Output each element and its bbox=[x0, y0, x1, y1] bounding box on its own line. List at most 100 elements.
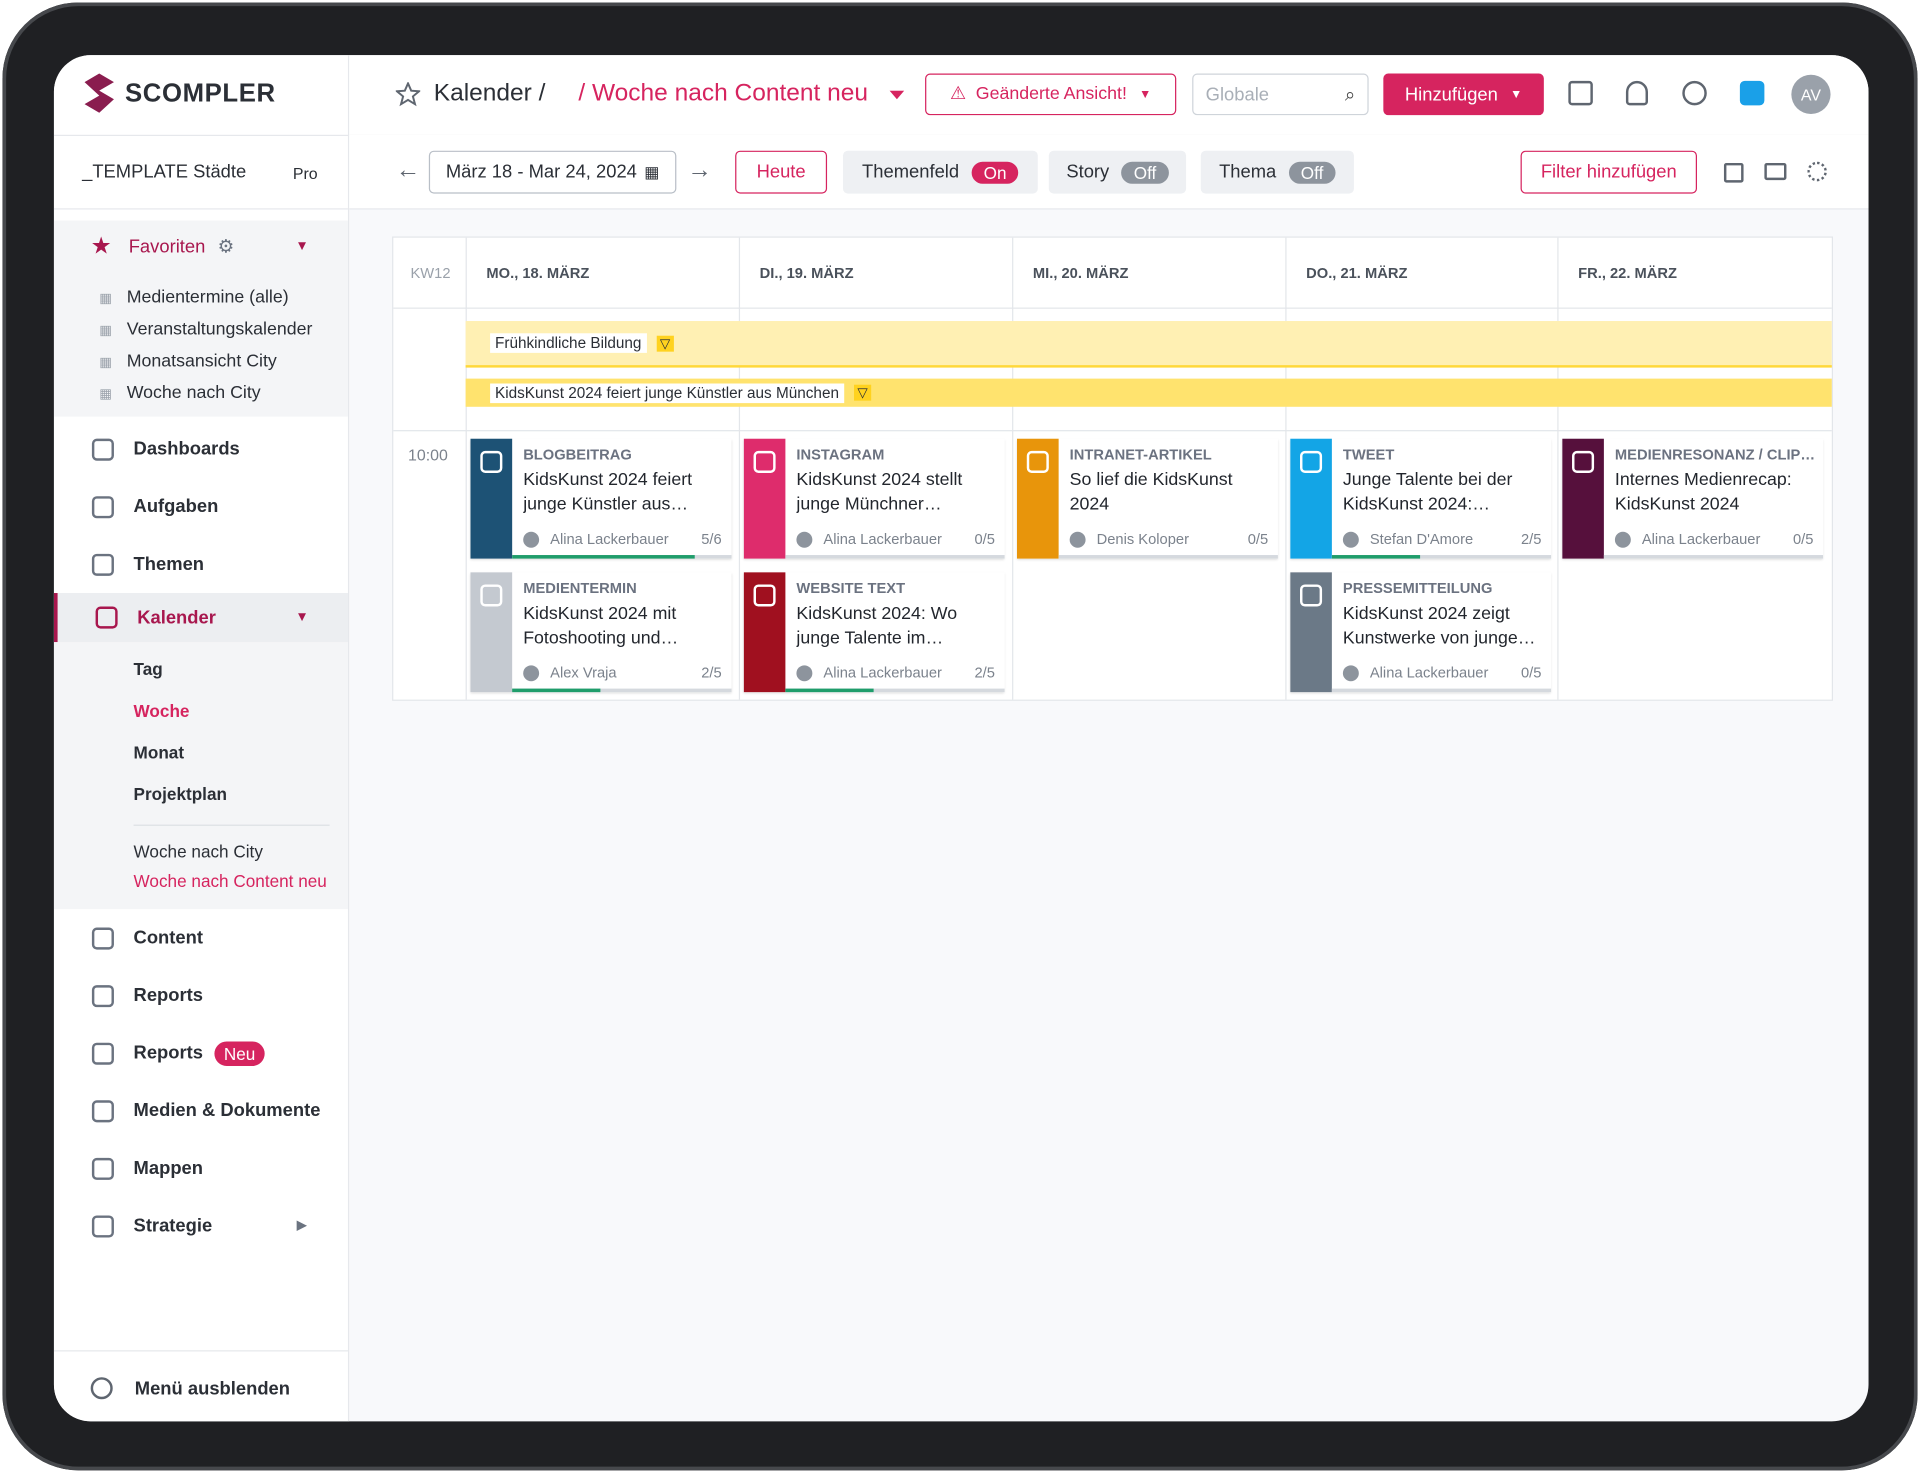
progress-fill bbox=[785, 688, 874, 693]
content-card[interactable]: BLOGBEITRAG KidsKunst 2024 feiert junge K… bbox=[470, 438, 732, 559]
author-avatar bbox=[1614, 531, 1631, 548]
content-card[interactable]: MEDIENRESONANZ / CLIP… Internes Medienrec… bbox=[1562, 438, 1824, 559]
favorite-item[interactable]: ▦ Woche nach City bbox=[54, 377, 348, 409]
nav-item[interactable]: Aufgaben bbox=[54, 478, 348, 536]
banner-label: Frühkindliche Bildung bbox=[490, 333, 647, 353]
author: Alina Lackerbauer bbox=[1641, 530, 1761, 548]
author-avatar bbox=[1069, 531, 1086, 548]
workspace[interactable]: _TEMPLATE Städte Pro bbox=[53, 135, 348, 210]
notification-icon[interactable] bbox=[1625, 80, 1648, 106]
nav-icon bbox=[91, 926, 114, 949]
calendar-add-icon[interactable] bbox=[1723, 162, 1744, 183]
card-title: KidsKunst 2024: Wo junge Talente im… bbox=[796, 604, 958, 649]
date-range-label: März 18 - Mar 24, 2024 bbox=[445, 161, 637, 183]
toggle[interactable]: Thema Off bbox=[1200, 150, 1354, 194]
card-title: KidsKunst 2024 mit Fotoshooting und… bbox=[523, 604, 679, 649]
card-footer: Alina Lackerbauer 2/5 bbox=[796, 664, 995, 681]
author: Alina Lackerbauer bbox=[823, 530, 942, 548]
stripe-icon bbox=[480, 584, 503, 607]
info-icon[interactable] bbox=[1682, 80, 1707, 106]
type-stripe bbox=[470, 572, 513, 693]
calendar-view[interactable]: Projektplan bbox=[133, 784, 227, 804]
prev-arrow[interactable]: ← bbox=[395, 156, 421, 184]
type-stripe bbox=[1290, 438, 1332, 559]
saved-view[interactable]: Woche nach Content neu bbox=[133, 871, 327, 891]
favorite-label: Woche nach City bbox=[126, 383, 261, 404]
add-button[interactable]: Hinzufügen ▼ bbox=[1383, 73, 1544, 116]
filter-button[interactable]: Filter hinzufügen bbox=[1520, 150, 1697, 194]
toggle[interactable]: Themenfeld On bbox=[842, 150, 1038, 194]
print-icon[interactable] bbox=[1764, 162, 1787, 181]
settings-icon[interactable] bbox=[1807, 161, 1827, 182]
changed-view-button[interactable]: ⚠ Geänderte Ansicht! ▼ bbox=[925, 73, 1177, 116]
grid-icon: ▦ bbox=[99, 386, 112, 402]
nav-item[interactable]: Dashboards bbox=[54, 420, 348, 478]
calendar-view[interactable]: Monat bbox=[133, 742, 185, 763]
nav-item[interactable]: Themen bbox=[54, 535, 348, 593]
content-card[interactable]: MEDIENTERMIN KidsKunst 2024 mit Fotoshoot… bbox=[470, 572, 732, 693]
content-card[interactable]: INSTAGRAM KidsKunst 2024 stellt junge Mün… bbox=[743, 438, 1005, 559]
caret bbox=[889, 90, 905, 100]
logo-area: SCOMPLER bbox=[53, 55, 348, 137]
hide-menu[interactable]: Menü ausblenden bbox=[54, 1363, 348, 1414]
toggle-state: Off bbox=[1121, 161, 1169, 184]
theme-banner[interactable]: KidsKunst 2024 feiert junge Künstler aus… bbox=[465, 378, 1832, 407]
nav-item[interactable]: Medien & Dokumente bbox=[54, 1082, 348, 1140]
card-footer: Stefan D'Amore 2/5 bbox=[1342, 531, 1541, 548]
intercom-icon[interactable] bbox=[1739, 80, 1765, 106]
type-stripe bbox=[743, 438, 786, 559]
today-button[interactable]: Heute bbox=[735, 150, 828, 194]
new-badge: Neu bbox=[214, 1040, 266, 1066]
content-card[interactable]: INTRANET-ARTIKEL So lief die KidsKunst 20… bbox=[1016, 438, 1278, 559]
toolbar: ← März 18 - Mar 24, 2024 ▦ → Heute Filter… bbox=[349, 134, 1869, 210]
card-type: BLOGBEITRAG bbox=[523, 445, 632, 464]
calendar-grid: KW12 10:00 MO., 18. MÄRZ BLOGBEITRAG KidsKun… bbox=[392, 236, 1834, 701]
author-avatar bbox=[523, 664, 540, 681]
day-label: DO., 21. MÄRZ bbox=[1306, 264, 1408, 282]
nav-item[interactable]: Strategie ▶ bbox=[54, 1197, 348, 1255]
next-arrow[interactable]: → bbox=[687, 156, 712, 184]
favorite-item[interactable]: ▦ Monatsansicht City bbox=[54, 346, 348, 378]
favorite-item[interactable]: ▦ Veranstaltungskalender bbox=[54, 314, 348, 346]
nav-item[interactable]: Reports Neu bbox=[54, 1024, 348, 1082]
author: Denis Koloper bbox=[1096, 530, 1189, 548]
saved-view[interactable]: Woche nach City bbox=[133, 841, 263, 862]
progress: 0/5 bbox=[974, 530, 995, 548]
theme-banner[interactable]: Frühkindliche Bildung ▽ bbox=[465, 321, 1832, 368]
card-footer: Alina Lackerbauer 0/5 bbox=[1342, 664, 1541, 682]
progress-fill bbox=[512, 688, 600, 693]
card-title: Junge Talente bei der KidsKunst 2024:… bbox=[1342, 470, 1513, 515]
content-card[interactable]: WEBSITE TEXT KidsKunst 2024: Wo junge Tal… bbox=[743, 572, 1005, 693]
progress-fill bbox=[1331, 555, 1420, 559]
view-name[interactable]: / Woche nach Content neu bbox=[578, 79, 869, 107]
search[interactable]: Globale ⌕ bbox=[1192, 73, 1369, 116]
favorite-item[interactable]: ▦ Medientermine (alle) bbox=[54, 282, 348, 314]
card-type: PRESSEMITTEILUNG bbox=[1342, 579, 1493, 597]
content-card[interactable]: TWEET Junge Talente bei der KidsKunst 202… bbox=[1290, 438, 1552, 559]
content-card[interactable]: PRESSEMITTEILUNG KidsKunst 2024 zeigt Kun… bbox=[1290, 572, 1552, 693]
calendar-view[interactable]: Woche bbox=[133, 700, 190, 721]
avatar[interactable]: AV bbox=[1791, 74, 1831, 114]
nav-item[interactable]: Kalender ▼ bbox=[53, 593, 348, 643]
calendar-view[interactable]: Tag bbox=[133, 659, 163, 679]
stripe-icon bbox=[1026, 450, 1049, 473]
toggle-state: On bbox=[971, 161, 1019, 184]
nav-label: Mappen bbox=[133, 1157, 203, 1179]
type-stripe bbox=[470, 438, 513, 559]
nav-item[interactable]: Content bbox=[54, 909, 348, 967]
progress: 0/5 bbox=[1792, 530, 1814, 548]
stripe-icon bbox=[1300, 450, 1323, 473]
favorites-header[interactable]: ★ Favoriten ⚙ ▼ bbox=[54, 221, 348, 272]
breadcrumb[interactable]: Kalender / bbox=[433, 79, 546, 107]
favorite-star[interactable] bbox=[395, 82, 421, 107]
header: Kalender / / Woche nach Content neu ⚠ Geä… bbox=[349, 55, 1869, 137]
date-range[interactable]: März 18 - Mar 24, 2024 ▦ bbox=[428, 150, 677, 194]
nav-item[interactable]: Reports bbox=[54, 967, 348, 1025]
help-icon[interactable] bbox=[1568, 80, 1593, 106]
stripe-icon bbox=[753, 584, 776, 607]
toggle[interactable]: Story Off bbox=[1048, 150, 1187, 194]
column-line bbox=[1012, 237, 1014, 700]
author: Alina Lackerbauer bbox=[1369, 664, 1489, 682]
nav-item[interactable]: Mappen bbox=[54, 1140, 348, 1198]
progress: 0/5 bbox=[1247, 530, 1269, 548]
